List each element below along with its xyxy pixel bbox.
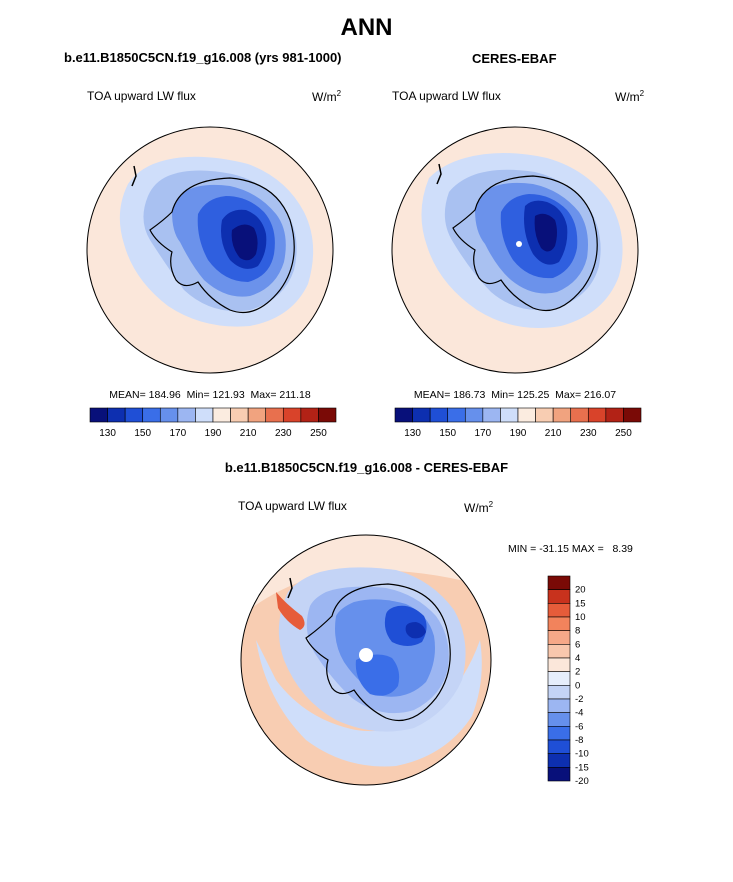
colorbar-tick-label: 10 bbox=[575, 612, 586, 623]
colorbar-swatch bbox=[547, 698, 571, 713]
colorbar-swatch bbox=[247, 407, 267, 423]
colorbar-swatch bbox=[547, 603, 571, 618]
colorbar-swatch bbox=[547, 589, 571, 604]
figure-title: ANN bbox=[340, 14, 393, 41]
colorbar-swatch bbox=[482, 407, 501, 423]
colorbar-tick-label: 6 bbox=[575, 639, 580, 650]
colorbar-swatch bbox=[547, 630, 571, 645]
colorbar-tick-label: -6 bbox=[575, 721, 583, 732]
polar-map-obs bbox=[391, 126, 639, 374]
colorbar-model: 130150170190210230250270 bbox=[89, 407, 337, 439]
colorbar-swatch bbox=[547, 575, 571, 590]
units-label-obs: W/m2 bbox=[615, 89, 644, 104]
colorbar-tick-label: -2 bbox=[575, 694, 583, 705]
units-exponent: 2 bbox=[336, 89, 342, 98]
colorbar-tick-label: 20 bbox=[575, 585, 586, 596]
units-base: W/m bbox=[615, 90, 640, 104]
colorbar-swatch bbox=[300, 407, 319, 423]
colorbar-tick-label: 130 bbox=[99, 428, 116, 439]
colorbar-swatch bbox=[394, 407, 413, 423]
colorbar-tick-label: -4 bbox=[575, 708, 583, 719]
colorbar-swatch bbox=[547, 712, 571, 727]
colorbar-tick-label: 190 bbox=[205, 428, 222, 439]
colorbar-tick-label: 230 bbox=[580, 428, 597, 439]
colorbar-swatch bbox=[464, 407, 484, 423]
stats-diff: MIN = -31.15 MAX = 8.39 bbox=[508, 543, 633, 555]
polar-map-diff bbox=[240, 534, 492, 786]
variable-label-obs: TOA upward LW flux bbox=[392, 89, 501, 103]
stats-model: MEAN= 184.96 Min= 121.93 Max= 211.18 bbox=[109, 389, 311, 401]
colorbar-tick-label: -20 bbox=[575, 776, 589, 784]
colorbar-tick-label: 210 bbox=[545, 428, 562, 439]
colorbar-tick-label: 210 bbox=[240, 428, 257, 439]
colorbar-swatch bbox=[265, 407, 284, 423]
colorbar-tick-label: 230 bbox=[275, 428, 292, 439]
colorbar-swatch bbox=[282, 407, 302, 423]
colorbar-tick-label: 15 bbox=[575, 598, 586, 609]
units-exponent: 2 bbox=[639, 89, 645, 98]
units-exponent: 2 bbox=[488, 500, 494, 509]
colorbar-swatch bbox=[605, 407, 624, 423]
colorbar-tick-label: -8 bbox=[575, 735, 583, 746]
colorbar-tick-label: 0 bbox=[575, 680, 580, 691]
colorbar-swatch bbox=[547, 767, 571, 782]
colorbar-swatch bbox=[547, 616, 571, 631]
polar-map-model bbox=[86, 126, 334, 374]
colorbar-swatch bbox=[500, 407, 519, 423]
colorbar-swatch bbox=[212, 407, 231, 423]
colorbar-tick-label: -15 bbox=[575, 762, 589, 773]
colorbar-tick-label: 170 bbox=[170, 428, 187, 439]
colorbar-tick-label: 250 bbox=[615, 428, 632, 439]
colorbar-swatch bbox=[547, 753, 571, 768]
colorbar-obs: 130150170190210230250270 bbox=[394, 407, 642, 439]
panel-heading-model: b.e11.B1850C5CN.f19_g16.008 (yrs 981-100… bbox=[64, 50, 342, 65]
colorbar-swatch bbox=[195, 407, 214, 423]
colorbar-tick-label: 190 bbox=[510, 428, 527, 439]
colorbar-tick-label: 170 bbox=[475, 428, 492, 439]
colorbar-swatch bbox=[318, 407, 337, 423]
colorbar-swatch bbox=[412, 407, 431, 423]
colorbar-tick-label: -10 bbox=[575, 749, 589, 760]
colorbar-tick-label: 4 bbox=[575, 653, 580, 664]
colorbar-swatch bbox=[447, 407, 466, 423]
colorbar-swatch bbox=[535, 407, 554, 423]
colorbar-tick-label: 130 bbox=[404, 428, 421, 439]
colorbar-swatch bbox=[230, 407, 249, 423]
panel-heading-obs: CERES-EBAF bbox=[472, 51, 557, 66]
colorbar-swatch bbox=[547, 644, 571, 659]
colorbar-swatch bbox=[587, 407, 607, 423]
colorbar-swatch bbox=[124, 407, 144, 423]
colorbar-swatch bbox=[623, 407, 642, 423]
colorbar-tick-label: 150 bbox=[134, 428, 151, 439]
stats-obs: MEAN= 186.73 Min= 125.25 Max= 216.07 bbox=[413, 389, 617, 401]
colorbar-swatch bbox=[517, 407, 536, 423]
diff-heading: b.e11.B1850C5CN.f19_g16.008 - CERES-EBAF bbox=[224, 460, 509, 475]
colorbar-swatch bbox=[429, 407, 449, 423]
variable-label-model: TOA upward LW flux bbox=[87, 89, 196, 103]
colorbar-tick-label: 8 bbox=[575, 626, 580, 637]
units-label-diff: W/m2 bbox=[464, 500, 493, 515]
units-base: W/m bbox=[464, 501, 489, 515]
variable-label-diff: TOA upward LW flux bbox=[238, 499, 347, 513]
colorbar-swatch bbox=[547, 657, 571, 672]
units-base: W/m bbox=[312, 90, 337, 104]
units-label-model: W/m2 bbox=[312, 89, 341, 104]
colorbar-swatch bbox=[547, 726, 571, 741]
colorbar-swatch bbox=[547, 685, 571, 700]
colorbar-swatch bbox=[142, 407, 161, 423]
colorbar-swatch bbox=[89, 407, 108, 423]
colorbar-swatch bbox=[177, 407, 196, 423]
colorbar-swatch bbox=[107, 407, 126, 423]
colorbar-swatch bbox=[159, 407, 179, 423]
colorbar-tick-label: 150 bbox=[439, 428, 456, 439]
colorbar-tick-label: 2 bbox=[575, 667, 580, 678]
colorbar-swatch bbox=[570, 407, 589, 423]
colorbar-swatch bbox=[547, 739, 571, 754]
colorbar-swatch bbox=[552, 407, 572, 423]
colorbar-tick-label: 250 bbox=[310, 428, 327, 439]
colorbar-swatch bbox=[547, 671, 571, 686]
